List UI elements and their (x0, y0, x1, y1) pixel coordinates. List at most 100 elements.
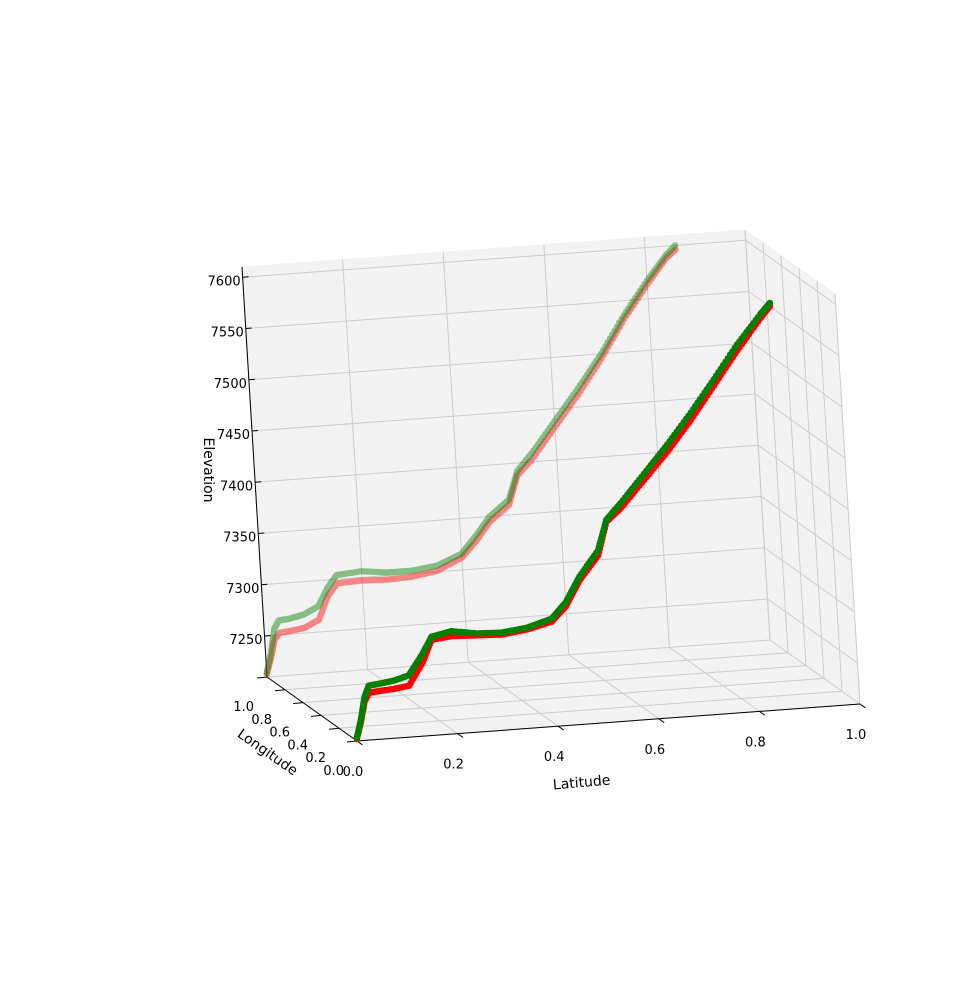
data-point (565, 398, 572, 405)
data-point (272, 635, 279, 642)
data-point (625, 305, 632, 312)
data-point (281, 628, 288, 636)
data-point (618, 315, 625, 323)
data-point (270, 630, 277, 638)
data-point (600, 351, 607, 359)
data-point (287, 627, 295, 634)
data-point (468, 542, 475, 550)
data-point (494, 506, 501, 513)
data-point (623, 312, 630, 319)
data-point (607, 339, 614, 347)
x-tick-mark (658, 718, 665, 724)
data-point (570, 398, 577, 405)
data-point (666, 248, 673, 255)
data-point (658, 257, 666, 264)
data-point (271, 625, 278, 633)
data-point (286, 627, 293, 635)
x-tick-label: 0.6 (644, 743, 665, 758)
data-point (279, 616, 286, 623)
data-point (394, 575, 401, 582)
z-tick-mark (255, 481, 262, 483)
data-point (277, 629, 284, 636)
data-point (269, 635, 276, 643)
data-point (523, 455, 531, 463)
data-point (560, 404, 568, 412)
gridline-back-z (251, 393, 756, 432)
data-point (590, 361, 598, 368)
data-point (660, 257, 668, 265)
data-point (567, 395, 574, 402)
data-point (634, 295, 642, 302)
data-point (310, 619, 317, 627)
data-point (488, 516, 496, 524)
data-point (284, 628, 291, 635)
data-point (351, 578, 358, 585)
data-point (551, 417, 558, 425)
data-point (317, 611, 324, 619)
data-point (319, 594, 326, 601)
data-point (616, 324, 623, 331)
data-point (267, 656, 274, 663)
data-point (494, 511, 501, 519)
data-point (393, 568, 401, 575)
data-point (614, 327, 621, 335)
data-point (611, 331, 619, 339)
data-point (264, 665, 271, 673)
data-point (266, 661, 273, 668)
gridline-back-z (245, 291, 749, 329)
data-point (665, 252, 672, 259)
gridline-floor-x (669, 646, 760, 712)
gridline-floor-x (467, 661, 559, 727)
data-point (381, 576, 389, 583)
data-point (656, 259, 664, 267)
data-point (672, 246, 679, 253)
data-point (508, 492, 515, 500)
data-point (388, 568, 396, 576)
data-point (269, 645, 277, 652)
data-point (325, 583, 332, 590)
data-point (443, 557, 451, 564)
data-point (301, 624, 308, 632)
data-point (556, 411, 563, 418)
z-tick-mark (248, 378, 255, 381)
data-point (671, 243, 678, 250)
x-tick-label: 1.0 (846, 728, 867, 743)
data-point (525, 459, 532, 467)
data-point (341, 579, 348, 586)
data-point (318, 609, 325, 616)
data-point (285, 628, 292, 635)
data-point (460, 552, 467, 560)
data-point (647, 276, 655, 283)
gridline-floor-y (338, 690, 843, 729)
data-point (551, 424, 559, 431)
data-point (465, 541, 472, 548)
data-point (328, 578, 336, 585)
data-point (478, 525, 485, 532)
data-point (312, 618, 320, 625)
data-point (506, 498, 514, 505)
data-point (528, 456, 535, 464)
z-tick-mark (261, 583, 268, 586)
data-point (666, 251, 673, 259)
data-point (475, 534, 482, 541)
data-point (565, 404, 573, 411)
data-point (668, 249, 675, 257)
data-point (266, 658, 274, 665)
data-point (315, 616, 323, 623)
data-point (295, 612, 303, 619)
data-point (278, 629, 285, 636)
data-point (627, 305, 635, 312)
data-point (492, 513, 499, 520)
data-point (292, 626, 299, 633)
data-point (428, 563, 436, 570)
data-point (471, 539, 478, 546)
z-tick-label: 7250 (229, 633, 262, 648)
data-point (593, 362, 600, 370)
gridline-floor-y (320, 677, 825, 716)
data-point (595, 359, 603, 366)
data-point (413, 566, 421, 573)
data-point (381, 569, 388, 576)
gridline-side-z (757, 444, 849, 510)
data-point (332, 581, 340, 588)
